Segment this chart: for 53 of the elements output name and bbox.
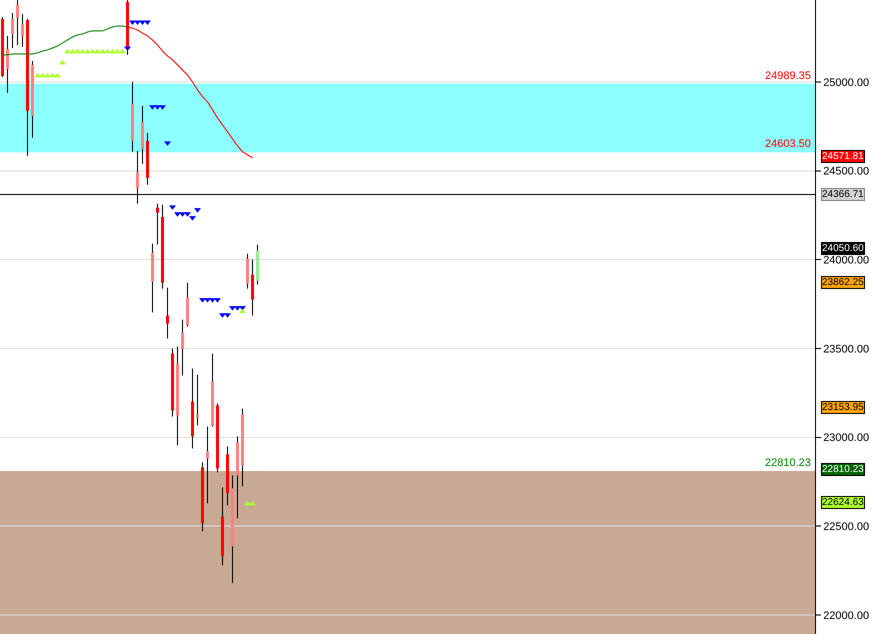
text: 24571.81 xyxy=(822,151,864,162)
point xyxy=(59,60,66,64)
annotation: 24603.50 xyxy=(765,138,811,150)
text: 23153.95 xyxy=(822,402,864,413)
point xyxy=(64,48,71,54)
point xyxy=(239,306,246,311)
point xyxy=(204,298,211,303)
point xyxy=(104,48,111,54)
y-tick-label: 22000.00 xyxy=(823,610,870,622)
point xyxy=(234,306,241,311)
text: 24050.60 xyxy=(822,243,864,254)
point xyxy=(219,313,226,318)
y-tick-label: 23500.00 xyxy=(823,343,870,356)
candlestick xyxy=(196,374,199,426)
annotation: 24989.35 xyxy=(765,70,811,82)
point xyxy=(159,105,166,110)
point xyxy=(99,48,106,54)
point xyxy=(194,208,201,213)
point xyxy=(229,306,236,311)
point xyxy=(94,48,101,54)
point xyxy=(69,48,76,54)
point xyxy=(214,298,221,303)
point xyxy=(109,48,116,54)
point xyxy=(164,141,171,146)
point xyxy=(169,205,176,210)
point xyxy=(74,48,81,54)
point xyxy=(39,72,46,78)
y-tick-label: 24500.00 xyxy=(823,166,870,178)
point xyxy=(209,298,216,303)
y-tick-label: 24000.00 xyxy=(823,254,870,266)
point xyxy=(199,298,206,303)
point xyxy=(34,72,41,78)
y-tick-label: 22500.00 xyxy=(823,520,870,533)
point xyxy=(49,72,56,78)
y-tick-label: 23000.00 xyxy=(823,432,870,444)
point xyxy=(189,216,196,221)
y-tick-label: 25000.00 xyxy=(823,76,870,89)
ref-line-label: 24366.71 xyxy=(822,189,864,200)
point xyxy=(84,48,91,54)
point xyxy=(124,46,131,51)
text: 23862.25 xyxy=(822,277,864,288)
text: 22624.63 xyxy=(822,497,864,508)
point xyxy=(184,212,191,217)
point xyxy=(114,48,121,54)
point xyxy=(44,72,51,78)
point xyxy=(119,48,126,54)
annotation: 22810.23 xyxy=(765,457,811,469)
text: 22810.23 xyxy=(822,464,864,475)
point xyxy=(79,48,86,54)
point xyxy=(89,48,96,54)
candlestick xyxy=(206,426,209,504)
point xyxy=(224,313,231,318)
point xyxy=(54,72,61,78)
